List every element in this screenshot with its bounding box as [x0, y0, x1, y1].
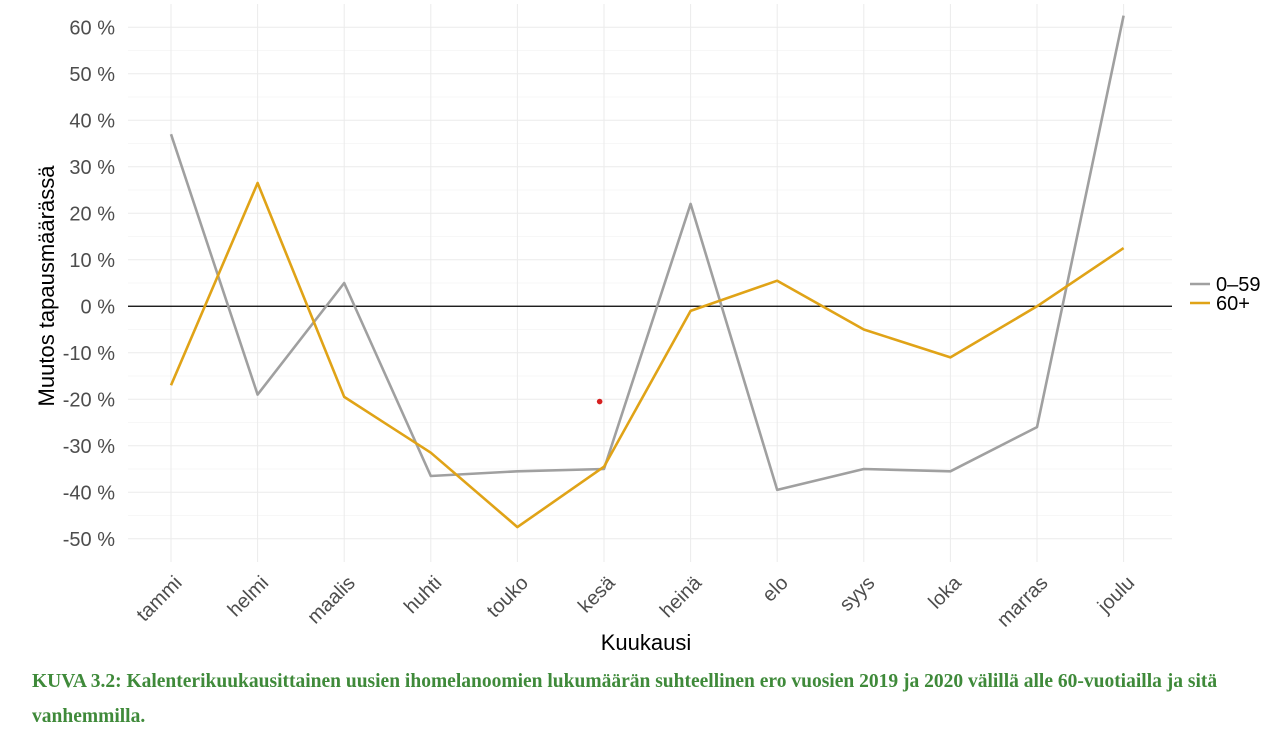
x-tick-label: touko [483, 572, 533, 622]
annotations [596, 398, 603, 405]
x-tick-label: joulu [1093, 572, 1139, 618]
grid-lines [128, 4, 1172, 562]
legend-label-60-plus: 60+ [1216, 293, 1250, 315]
x-tick-label: heinä [656, 571, 707, 622]
y-tick-label: 40 % [69, 110, 115, 132]
y-tick-label: 50 % [69, 64, 115, 86]
y-tick-label: 60 % [69, 17, 115, 39]
x-tick-label: elo [758, 572, 792, 606]
series-line-under-60 [169, 15, 1125, 492]
y-axis-tick-labels: -50 % -40 % -30 % -20 % -10 % 0 % 10 % 20 % 30 %… [63, 17, 115, 551]
figure-caption: KUVA 3.2: Kalenterikuukausittainen uusie… [32, 671, 1218, 727]
series-line-60-plus [169, 181, 1125, 529]
x-tick-label: kesä [574, 571, 620, 617]
x-tick-label: helmi [224, 572, 273, 621]
x-tick-label: syys [835, 572, 879, 616]
y-tick-label: 0 % [81, 296, 116, 318]
y-tick-label: 30 % [69, 157, 115, 179]
x-tick-label: tammi [132, 572, 186, 626]
x-tick-label: loka [924, 571, 966, 613]
y-tick-label: 10 % [69, 250, 115, 272]
x-tick-label: marras [993, 572, 1053, 632]
series-lines [169, 15, 1125, 529]
y-tick-label: 20 % [69, 203, 115, 225]
x-tick-label: huhti [400, 572, 446, 618]
x-axis-tick-labels: tammi helmi maalis huhti touko kesä heinä elo sy… [132, 571, 1139, 631]
annotation-dot [596, 398, 603, 405]
legend-label-under-60: 0–59 [1216, 274, 1261, 296]
x-axis-title: Kuukausi [601, 630, 692, 655]
y-axis-title: Muutos tapausmäärässä [34, 165, 59, 407]
y-tick-label: -10 % [63, 343, 115, 365]
y-tick-label: -40 % [63, 482, 115, 504]
y-tick-label: -30 % [63, 436, 115, 458]
line-chart: -50 % -40 % -30 % -20 % -10 % 0 % 10 % 20 % 30 %… [34, 4, 1261, 655]
x-tick-label: maalis [303, 572, 359, 628]
y-tick-label: -50 % [63, 529, 115, 551]
y-tick-label: -20 % [63, 389, 115, 411]
